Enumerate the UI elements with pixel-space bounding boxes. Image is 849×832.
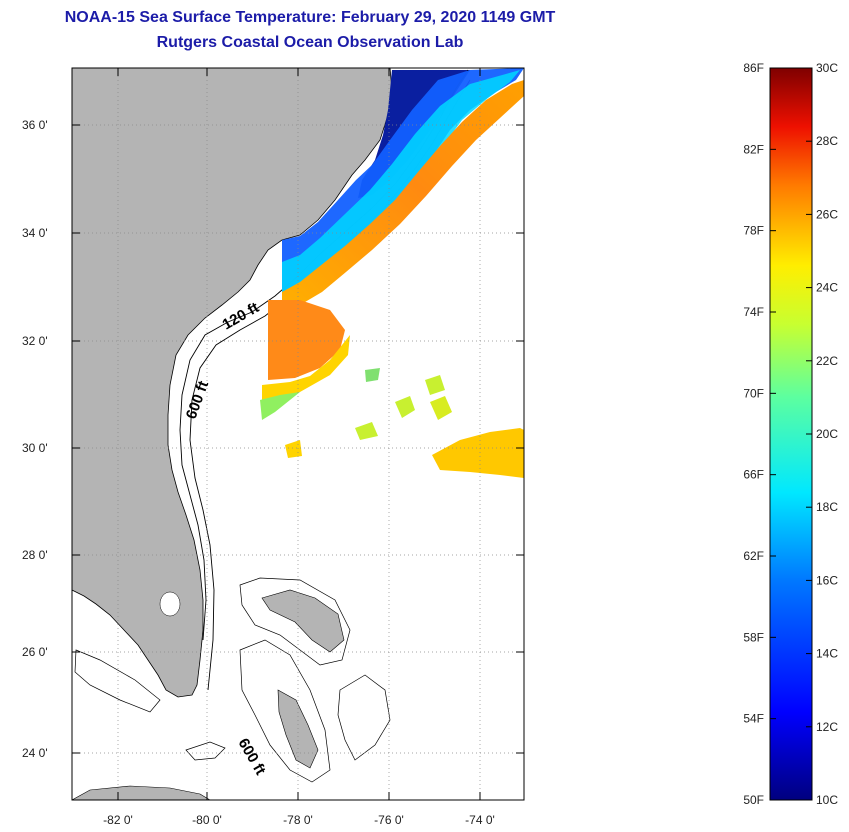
- land-bahamas-1: [261, 589, 345, 653]
- lake-okeechobee: [159, 591, 181, 617]
- sst-patch-green-3: [430, 396, 452, 420]
- land-mainland: [72, 68, 393, 698]
- sst-swath-warm-block: [268, 300, 345, 380]
- colorbar-c-label: 10C: [816, 793, 838, 807]
- lat-label-28: 28 0': [22, 548, 48, 562]
- sst-patch-green-5: [365, 368, 380, 382]
- colorbar-f-label: 74F: [743, 305, 764, 319]
- colorbar-f-label: 78F: [743, 224, 764, 238]
- lon-label-74: -74 0': [465, 813, 495, 827]
- keys-bank-outline: [74, 649, 161, 713]
- sst-patch-green-1: [395, 396, 415, 418]
- lon-label-80: -80 0': [192, 813, 222, 827]
- colorbar-c-label: 18C: [816, 500, 838, 514]
- colorbar-f-label: 58F: [743, 630, 764, 644]
- colorbar-c-label: 28C: [816, 134, 838, 148]
- sst-patch-southeast: [432, 428, 524, 478]
- colorbar-c-label: 24C: [816, 281, 838, 295]
- temperature-colorbar: [769, 67, 813, 801]
- map-subtitle: Rutgers Coastal Ocean Observation Lab: [156, 34, 464, 51]
- sst-swath-shelf-cool: [282, 70, 520, 300]
- colorbar-f-label: 82F: [743, 142, 764, 156]
- lat-label-24: 24 0': [22, 746, 48, 760]
- colorbar-ticks: [770, 67, 812, 801]
- bahamas-bank-outline-2: [239, 639, 331, 783]
- lat-label-34: 34 0': [22, 226, 48, 240]
- lon-label-78: -78 0': [283, 813, 313, 827]
- lat-label-32: 32 0': [22, 334, 48, 348]
- lat-label-36: 36 0': [22, 118, 48, 132]
- colorbar-f-label: 66F: [743, 468, 764, 482]
- lon-label-82: -82 0': [103, 813, 133, 827]
- colorbar-c-label: 30C: [816, 61, 838, 75]
- colorbar-f-label: 62F: [743, 549, 764, 563]
- colorbar-c-label: 26C: [816, 207, 838, 221]
- graticule: [72, 68, 524, 800]
- colorbar-labels: 86F 82F 78F 74F 70F 66F 62F 58F 54F 50F 30C 28C 26C 2…: [743, 61, 838, 807]
- bahamas-bank-outline: [239, 577, 351, 666]
- frame-ticks: [72, 68, 524, 800]
- colorbar-c-label: 20C: [816, 427, 838, 441]
- colorbar-c-label: 12C: [816, 720, 838, 734]
- colorbar-f-label: 54F: [743, 712, 764, 726]
- colorbar-c-label: 14C: [816, 647, 838, 661]
- sst-swath-gulfstream: [282, 80, 524, 312]
- colorbar-c-label: 22C: [816, 354, 838, 368]
- colorbar-f-label: 50F: [743, 793, 764, 807]
- map-title: NOAA-15 Sea Surface Temperature: Februar…: [64, 9, 556, 26]
- bahamas-bank-outline-3: [337, 674, 391, 761]
- sst-patch-green-4: [355, 422, 378, 440]
- sst-patch-green-2: [425, 375, 445, 395]
- colorbar-f-label: 70F: [743, 386, 764, 400]
- sst-swath-green-edge: [260, 392, 300, 420]
- colorbar-f-label: 86F: [743, 61, 764, 75]
- lat-label-26: 26 0': [22, 645, 48, 659]
- lon-label-76: -76 0': [374, 813, 404, 827]
- lat-label-30: 30 0': [22, 441, 48, 455]
- land-cuba: [72, 785, 211, 800]
- colorbar-c-label: 16C: [816, 573, 838, 587]
